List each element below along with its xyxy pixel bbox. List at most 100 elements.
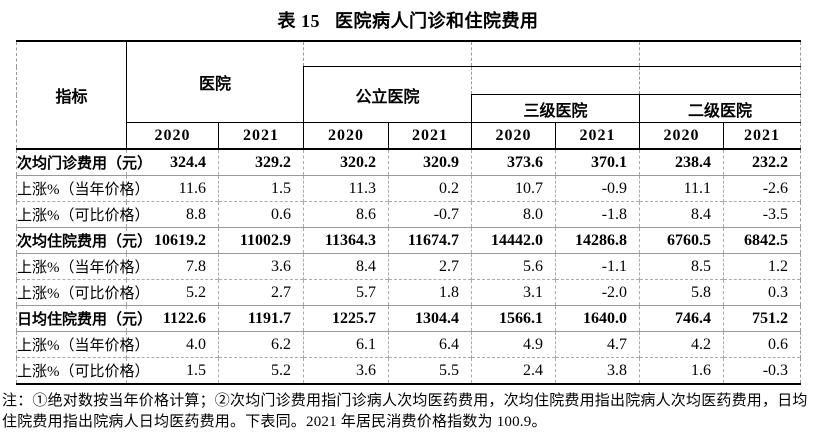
table-row: 次均住院费用（元） 10619.2 11002.9 11364.3 11674.… bbox=[16, 227, 802, 254]
cell-value: 329.2 bbox=[217, 148, 304, 176]
cell-value: 4.0 bbox=[126, 331, 219, 358]
header-year: 2021 bbox=[555, 122, 640, 149]
cell-value: 8.5 bbox=[639, 253, 724, 280]
row-label: 上涨%（可比价格） bbox=[16, 201, 150, 228]
cell-value: -0.9 bbox=[555, 175, 640, 202]
cell-value: 0.6 bbox=[217, 201, 304, 228]
header-gap bbox=[471, 66, 640, 95]
cell-value: 1122.6 bbox=[126, 305, 219, 332]
cell-value: 11002.9 bbox=[217, 227, 304, 254]
cell-value: 320.9 bbox=[388, 148, 472, 176]
cell-value: 8.4 bbox=[639, 201, 724, 228]
cell-value: 7.8 bbox=[126, 253, 219, 280]
page-title: 表 15 医院病人门诊和住院费用 bbox=[0, 7, 816, 33]
table-row: 上涨%（可比价格） 8.8 0.6 8.6 -0.7 8.0 -1.8 8.4 … bbox=[16, 201, 802, 228]
header-gap bbox=[639, 66, 802, 95]
cell-value: -1.8 bbox=[555, 201, 640, 228]
cell-value: 11.1 bbox=[639, 175, 724, 202]
cell-value: 1.6 bbox=[639, 357, 724, 385]
cell-value: -3.5 bbox=[723, 201, 802, 228]
cell-value: 10619.2 bbox=[126, 227, 219, 254]
table-notes: 注：①绝对数按当年价格计算；②次均门诊费用指门诊病人次均医药费用，次均住院费用指… bbox=[2, 393, 808, 430]
header-year: 2020 bbox=[126, 122, 219, 149]
cell-value: 1304.4 bbox=[388, 305, 472, 332]
cell-value: 1.5 bbox=[126, 357, 219, 385]
cell-value: 0.3 bbox=[723, 279, 802, 306]
table-row: 上涨%（当年价格） 11.6 1.5 11.3 0.2 10.7 -0.9 11… bbox=[16, 175, 802, 202]
cell-value: 8.8 bbox=[126, 201, 219, 228]
cell-value: 5.7 bbox=[303, 279, 389, 306]
header-gap bbox=[639, 40, 802, 67]
cell-value: 3.1 bbox=[471, 279, 556, 306]
cell-value: 8.6 bbox=[303, 201, 389, 228]
cell-value: 1640.0 bbox=[555, 305, 640, 332]
table-row: 日均住院费用（元） 1122.6 1191.7 1225.7 1304.4 15… bbox=[16, 305, 802, 332]
cell-value: 5.2 bbox=[217, 357, 304, 385]
header-year: 2021 bbox=[723, 122, 802, 149]
row-label: 上涨%（当年价格） bbox=[16, 253, 150, 280]
header-year: 2020 bbox=[471, 122, 556, 149]
header-year: 2021 bbox=[388, 122, 472, 149]
cell-value: 3.6 bbox=[217, 253, 304, 280]
cell-value: 3.8 bbox=[555, 357, 640, 385]
header-gap bbox=[471, 40, 640, 67]
cell-value: 4.9 bbox=[471, 331, 556, 358]
cell-value: 1.5 bbox=[217, 175, 304, 202]
header-group-public-hospital: 公立医院 bbox=[303, 66, 472, 123]
cell-value: 5.2 bbox=[126, 279, 219, 306]
row-label: 次均门诊费用（元） bbox=[16, 148, 152, 176]
title-text: 医院病人门诊和住院费用 bbox=[335, 11, 539, 31]
row-label: 次均住院费用（元） bbox=[16, 227, 152, 254]
cell-value: 746.4 bbox=[639, 305, 724, 332]
cell-value: 320.2 bbox=[303, 148, 389, 176]
cell-value: 10.7 bbox=[471, 175, 556, 202]
cell-value: 11364.3 bbox=[303, 227, 389, 254]
cell-value: 14286.8 bbox=[555, 227, 640, 254]
cell-value: 6760.5 bbox=[639, 227, 724, 254]
cell-value: 3.6 bbox=[303, 357, 389, 385]
row-label: 上涨%（可比价格） bbox=[16, 279, 150, 306]
cell-value: 6.4 bbox=[388, 331, 472, 358]
header-year: 2020 bbox=[639, 122, 724, 149]
cell-value: 0.2 bbox=[388, 175, 472, 202]
table-row: 上涨%（可比价格） 1.5 5.2 3.6 5.5 2.4 3.8 1.6 -0… bbox=[16, 357, 802, 385]
cell-value: 4.7 bbox=[555, 331, 640, 358]
cell-value: -1.1 bbox=[555, 253, 640, 280]
row-label: 上涨%（可比价格） bbox=[16, 357, 150, 385]
header-gap bbox=[303, 40, 472, 67]
cell-value: 1.8 bbox=[388, 279, 472, 306]
cell-value: 6.1 bbox=[303, 331, 389, 358]
header-group-tertiary-hospital: 三级医院 bbox=[471, 94, 640, 123]
header-group-secondary-hospital: 二级医院 bbox=[639, 94, 802, 123]
cell-value: 4.2 bbox=[639, 331, 724, 358]
cell-value: 0.6 bbox=[723, 331, 802, 358]
cell-value: -0.3 bbox=[723, 357, 802, 385]
cell-value: -2.6 bbox=[723, 175, 802, 202]
cell-value: 1225.7 bbox=[303, 305, 389, 332]
cell-value: 751.2 bbox=[723, 305, 802, 332]
cell-value: 238.4 bbox=[639, 148, 724, 176]
cell-value: 2.7 bbox=[217, 279, 304, 306]
table-row: 上涨%（当年价格） 7.8 3.6 8.4 2.7 5.6 -1.1 8.5 1… bbox=[16, 253, 802, 280]
cell-value: 6.2 bbox=[217, 331, 304, 358]
cell-value: 8.0 bbox=[471, 201, 556, 228]
cell-value: 1.2 bbox=[723, 253, 802, 280]
row-label: 上涨%（当年价格） bbox=[16, 331, 150, 358]
header-year: 2020 bbox=[303, 122, 389, 149]
cell-value: 324.4 bbox=[126, 148, 219, 176]
cell-value: 5.5 bbox=[388, 357, 472, 385]
row-label: 日均住院费用（元） bbox=[16, 305, 152, 332]
cell-value: 370.1 bbox=[555, 148, 640, 176]
cell-value: 8.4 bbox=[303, 253, 389, 280]
cell-value: -0.7 bbox=[388, 201, 472, 228]
header-row-top: 指标 医院 bbox=[16, 40, 802, 149]
data-table: 指标 医院 公立医院 三级医院 二级医院 2020 2021 2020 2021… bbox=[16, 40, 802, 385]
cell-value: 1191.7 bbox=[217, 305, 304, 332]
row-label: 上涨%（当年价格） bbox=[16, 175, 150, 202]
header-indicator: 指标 bbox=[16, 40, 127, 149]
table-number: 表 15 bbox=[277, 11, 320, 31]
cell-value: 5.8 bbox=[639, 279, 724, 306]
header-row-sublevel: 三级医院 二级医院 bbox=[17, 94, 802, 123]
table-row: 次均门诊费用（元） 324.4 329.2 320.2 320.9 373.6 … bbox=[16, 148, 802, 176]
table-row: 上涨%（当年价格） 4.0 6.2 6.1 6.4 4.9 4.7 4.2 0.… bbox=[16, 331, 802, 358]
